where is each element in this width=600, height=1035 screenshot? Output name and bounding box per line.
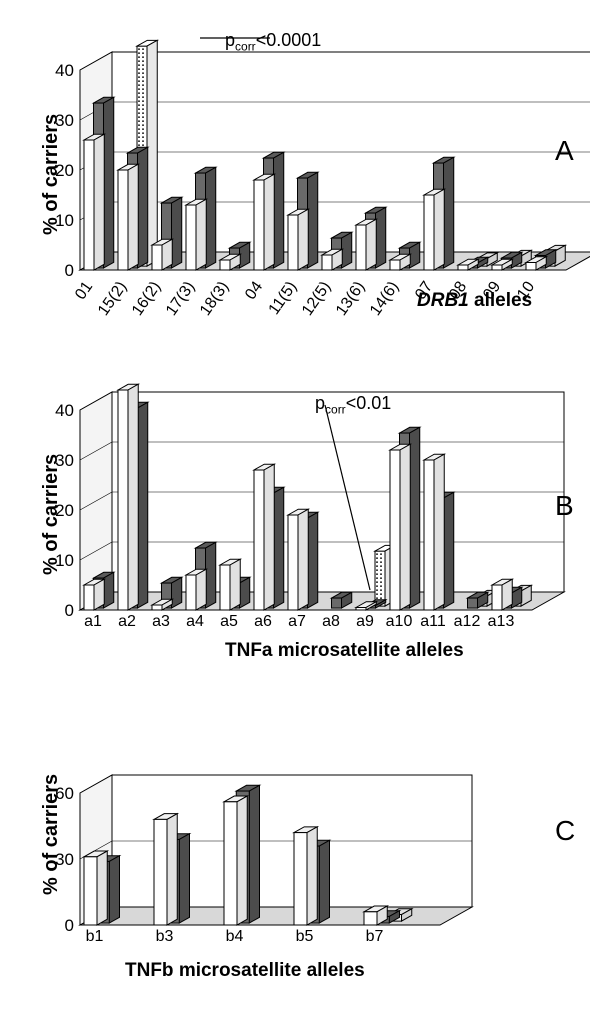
svg-text:18(3): 18(3) <box>197 279 232 319</box>
svg-text:a8: a8 <box>322 613 340 630</box>
x-axis-title-B: TNFa microsatellite alleles <box>225 640 464 662</box>
panel-letter-C: C <box>555 815 575 847</box>
svg-text:0: 0 <box>65 916 74 935</box>
svg-text:a5: a5 <box>220 613 238 630</box>
y-axis-title-B: % of carriers <box>40 454 63 575</box>
svg-text:14(6): 14(6) <box>367 279 402 319</box>
svg-text:01: 01 <box>72 278 96 302</box>
svg-text:12(5): 12(5) <box>299 279 334 319</box>
svg-text:b3: b3 <box>156 928 174 945</box>
x-axis-title-C: TNFb microsatellite alleles <box>125 960 365 982</box>
svg-text:15(2): 15(2) <box>95 279 130 319</box>
panel-letter-A: A <box>555 135 574 167</box>
svg-text:a4: a4 <box>186 613 204 630</box>
svg-text:0: 0 <box>65 601 74 620</box>
x-axis-title-A: DRB1 alleles <box>417 290 532 312</box>
svg-text:a12: a12 <box>454 613 481 630</box>
svg-text:b7: b7 <box>366 928 384 945</box>
svg-text:a10: a10 <box>386 613 413 630</box>
panel-C-svg: 03060b1b3b4b5b7 <box>55 700 590 1035</box>
svg-text:11(5): 11(5) <box>266 279 301 318</box>
y-axis-title-A: % of carriers <box>40 114 63 235</box>
svg-text:b4: b4 <box>226 928 244 945</box>
svg-text:40: 40 <box>55 401 74 420</box>
svg-text:a7: a7 <box>288 613 306 630</box>
svg-text:a1: a1 <box>84 613 102 630</box>
svg-text:a9: a9 <box>356 613 374 630</box>
svg-text:16(2): 16(2) <box>129 279 164 319</box>
svg-text:13(6): 13(6) <box>333 279 368 319</box>
svg-text:a6: a6 <box>254 613 272 630</box>
svg-text:17(3): 17(3) <box>163 279 198 319</box>
svg-text:0: 0 <box>65 261 74 280</box>
svg-text:a13: a13 <box>488 613 515 630</box>
annotation-B: pcorr<0.01 <box>315 393 391 417</box>
figure-root: { "figure": { "width": 600, "height": 10… <box>0 0 600 1031</box>
svg-text:a11: a11 <box>420 613 446 630</box>
svg-text:04: 04 <box>242 278 266 302</box>
y-axis-title-C: % of carriers <box>40 774 63 895</box>
svg-text:a2: a2 <box>118 613 136 630</box>
annotation-A: pcorr<0.0001 <box>225 30 321 54</box>
panel-letter-B: B <box>555 490 574 522</box>
svg-text:a3: a3 <box>152 613 170 630</box>
svg-text:b1: b1 <box>86 928 104 945</box>
svg-text:b5: b5 <box>296 928 314 945</box>
svg-text:40: 40 <box>55 61 74 80</box>
